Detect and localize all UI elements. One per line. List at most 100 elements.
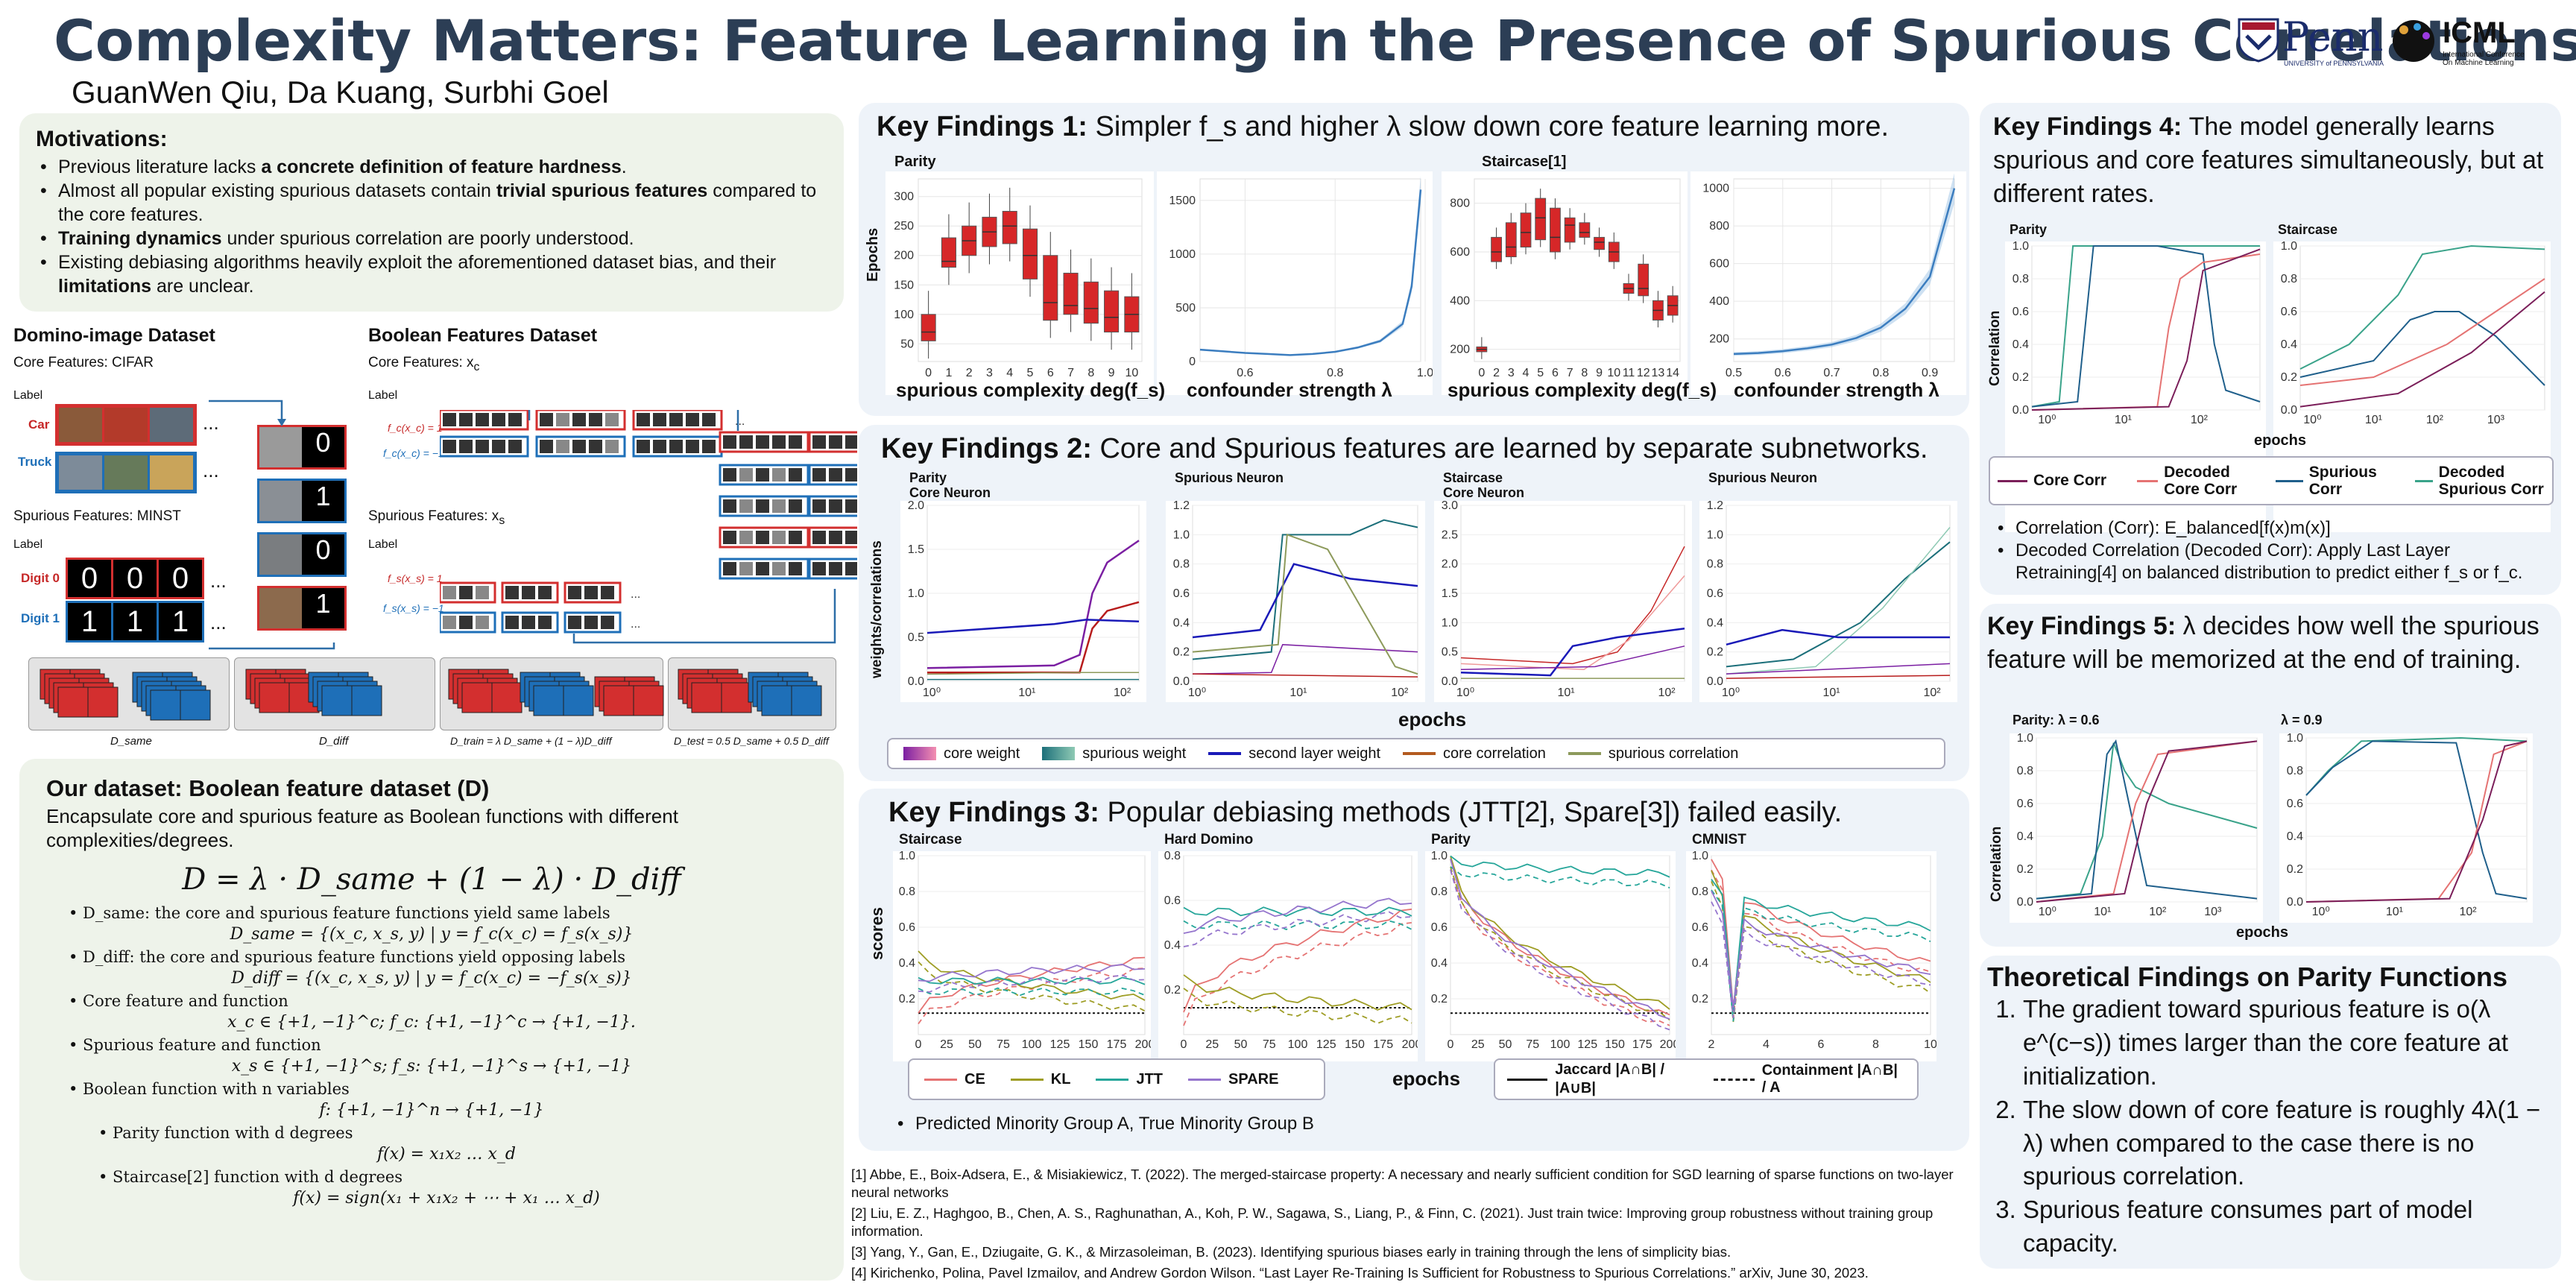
- legend-item: Containment |A∩B| / A: [1714, 1062, 1905, 1096]
- box-mark: [1104, 290, 1120, 332]
- tick-label: 0.2: [1431, 993, 1448, 1006]
- bool-bit: [601, 586, 614, 599]
- series-line: [918, 963, 1146, 982]
- kf1-staircase-label: Staircase[1]: [1482, 154, 1567, 170]
- series-line: [1726, 541, 1951, 668]
- motivation-text: Previous literature lacks: [58, 157, 262, 177]
- bool-bit: [540, 440, 553, 453]
- box-mark: [1579, 222, 1591, 238]
- bool-core-label: Core Features: xc: [368, 355, 479, 374]
- digit0-label: Digit 0: [21, 571, 60, 585]
- kf2-chart: 0.0 0.2 0.4 0.6 0.8 1.0 1.2 10⁰ 10¹ 10²: [1166, 501, 1425, 702]
- tick-label: 25: [940, 1038, 953, 1051]
- kf1-xlabel-1: spurious complexity deg(f_s): [896, 379, 1166, 401]
- kf3-title: Key Findings 3: Popular debiasing method…: [888, 796, 1842, 830]
- legend-swatch: [1403, 752, 1436, 755]
- kf3-panel: Key Findings 3: Popular debiasing method…: [859, 789, 1969, 1151]
- tick-label: 10: [1924, 1038, 1936, 1051]
- bool-bit: [505, 586, 519, 599]
- series-line: [1726, 663, 1951, 675]
- bool-bit: [556, 440, 569, 453]
- tick-label: 250: [894, 220, 914, 233]
- tick-label: 0.6: [1431, 921, 1448, 934]
- category-label: 8: [1087, 367, 1094, 379]
- bool-bit: [772, 562, 786, 575]
- legend-item: Jaccard |A∩B| / |A∪B|: [1507, 1061, 1694, 1097]
- legend-label: spurious weight: [1082, 745, 1187, 762]
- kf4-note: Correlation (Corr): E_balanced[f(x)m(x)]: [1993, 517, 2548, 540]
- domino-block: [721, 682, 752, 713]
- category-label: 0: [925, 367, 932, 379]
- bool-bit: [443, 586, 456, 599]
- bool-bit: [829, 499, 842, 513]
- series-line: [2299, 278, 2545, 386]
- category-label: 0: [1478, 367, 1485, 379]
- category-label: 4: [1523, 367, 1530, 379]
- legend-item: core weight: [903, 745, 1020, 763]
- kf3-xlabel: epochs: [1392, 1067, 1461, 1090]
- tick-label: 0.4: [1431, 957, 1448, 970]
- tick-label: 0.2: [1173, 646, 1190, 659]
- penn-logo: Penn UNIVERSITY of PENNSYLVANIA: [2236, 13, 2385, 69]
- bool-ellipsis: ...: [631, 588, 640, 601]
- tick-label: 0.2: [899, 993, 915, 1006]
- tick-label: 100: [1022, 1038, 1042, 1051]
- bool-bit: [829, 468, 842, 482]
- tick-label: 0.8: [1707, 558, 1723, 571]
- tick-label: 1.0: [2012, 242, 2029, 253]
- references: [1] Abbe, E., Boix-Adsera, E., & Misiaki…: [851, 1166, 1969, 1285]
- icml-brain-icon: [2393, 20, 2434, 62]
- tick-label: 10²: [2460, 906, 2478, 918]
- tick-label: 10²: [2426, 414, 2444, 426]
- bool-bit: [756, 499, 769, 513]
- legend-swatch: [924, 1078, 957, 1081]
- bool-bit: [505, 616, 519, 629]
- plot-area: [1474, 178, 1681, 362]
- tick-label: 10⁰: [1722, 686, 1740, 699]
- bool-core-text: Core Features: x: [368, 355, 474, 370]
- dataset-def-item: • Spurious feature and function x_s ∈ {+1…: [46, 1036, 817, 1076]
- box-mark: [1564, 217, 1576, 243]
- tick-label: 200: [894, 250, 914, 262]
- bool-bit: [443, 616, 456, 629]
- tick-label: 600: [1709, 258, 1729, 271]
- bool-bit: [845, 435, 857, 449]
- tick-label: 0.6: [1707, 587, 1723, 600]
- tick-label: 25: [1205, 1038, 1219, 1051]
- tick-label: 10²: [1923, 686, 1941, 699]
- tick-label: 0.2: [1692, 993, 1708, 1006]
- legend-item: spurious weight: [1042, 745, 1186, 763]
- tick-label: 0.0: [2017, 896, 2033, 909]
- kf3-panel-label: CMNIST: [1692, 832, 1746, 847]
- bool-bit: [605, 440, 619, 453]
- zero-glyph: 0: [302, 427, 344, 467]
- dataset-def-item: • Parity function with d degrees f(x) = x…: [76, 1124, 817, 1164]
- series-line: [1450, 858, 1670, 1020]
- kf4-title-pre: Key Findings 4:: [1993, 113, 2189, 141]
- kf4-panel: Key Findings 4: The model generally lear…: [1980, 103, 2561, 595]
- tick-label: 0.8: [1173, 558, 1190, 571]
- series-line: [1192, 673, 1418, 678]
- bool-bit: [739, 562, 753, 575]
- series-line: [1183, 974, 1412, 1011]
- car-images: [55, 404, 197, 446]
- domino-arrows: [209, 400, 335, 650]
- box-mark: [1491, 236, 1502, 262]
- tick-label: 75: [1263, 1038, 1276, 1051]
- series-line: [1192, 563, 1418, 639]
- icml-wordmark: ICML: [2443, 16, 2516, 49]
- tick-label: 3.0: [1442, 501, 1458, 512]
- kf1-ylabel: Epochs: [865, 227, 881, 282]
- tick-label: 800: [1450, 198, 1470, 210]
- legend-label: spurious correlation: [1608, 745, 1739, 762]
- tick-label: 0.2: [2281, 371, 2297, 384]
- category-label: 10: [1125, 367, 1138, 379]
- dataset-def-eq: D_diff = {(x_c, x_s, y) | y = f_c(x_c) =…: [231, 969, 632, 988]
- domino-blocks: [40, 669, 822, 721]
- domino-block: [691, 682, 722, 713]
- tick-label: 800: [1709, 220, 1729, 233]
- motivation-emphasis: limitations: [58, 276, 152, 297]
- legend-item: CE: [924, 1071, 985, 1088]
- box-mark: [1520, 212, 1532, 247]
- tick-label: 10¹: [1557, 686, 1574, 699]
